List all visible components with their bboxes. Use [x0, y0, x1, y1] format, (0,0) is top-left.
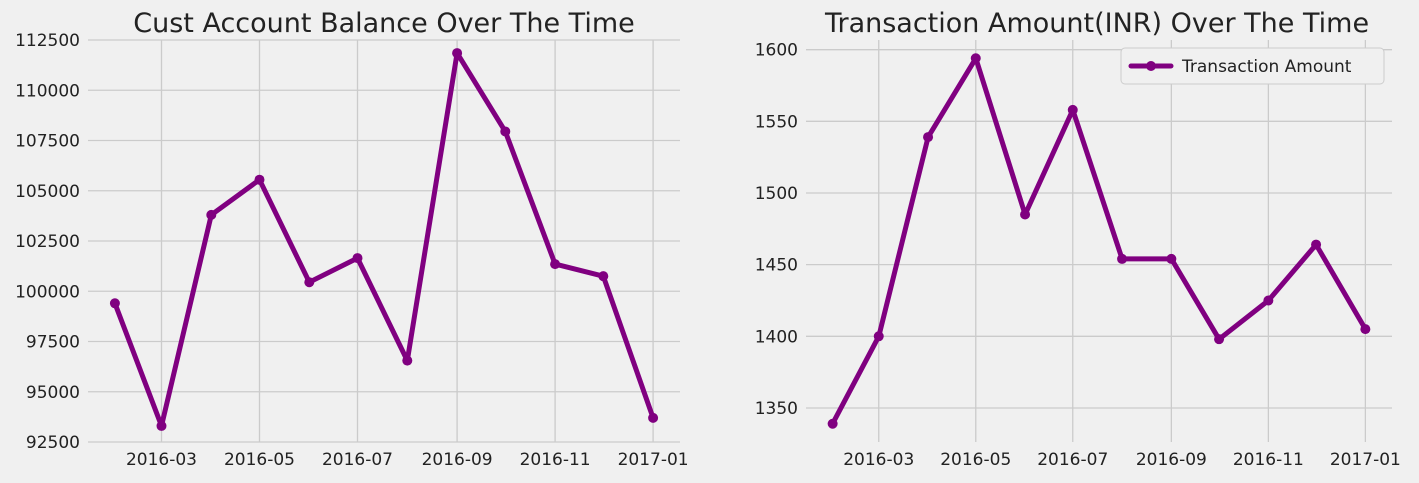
data-point [352, 253, 363, 264]
chart-transaction-amount: Transaction Amount(INR) Over The Time 13… [755, 8, 1401, 470]
x-tick-label: 2016-11 [1233, 450, 1304, 470]
series-line [112, 50, 656, 429]
y-tick-label: 102500 [15, 232, 80, 252]
legend: Transaction Amount [1120, 47, 1385, 85]
data-point [109, 298, 120, 309]
data-point [500, 126, 511, 137]
x-tick-label: 2016-07 [1037, 450, 1108, 470]
data-point [156, 420, 167, 431]
data-point [873, 331, 884, 342]
data-point [923, 132, 934, 143]
chart-title: Cust Account Balance Over The Time [133, 8, 634, 39]
x-tick-label: 2017-01 [1330, 450, 1401, 470]
x-tick-label: 2016-09 [1136, 450, 1207, 470]
y-tick-label: 112500 [15, 31, 80, 51]
grid [88, 39, 680, 443]
data-point [1117, 253, 1128, 264]
y-tick-label: 1550 [755, 112, 798, 132]
series-line [830, 55, 1368, 427]
x-tick-label: 2016-05 [940, 450, 1011, 470]
x-tick-label: 2016-03 [126, 450, 197, 470]
data-point [1166, 253, 1177, 264]
data-point [1020, 209, 1031, 220]
grid [806, 40, 1392, 442]
data-point [648, 412, 659, 423]
y-tick-label: 1500 [755, 184, 798, 204]
data-point [1067, 104, 1078, 115]
chart-cust-account-balance: Cust Account Balance Over The Time 92500… [15, 8, 689, 470]
data-point [827, 418, 838, 429]
x-tick-label: 2016-09 [422, 450, 493, 470]
chart-title: Transaction Amount(INR) Over The Time [824, 8, 1369, 39]
data-point [1360, 324, 1371, 335]
y-tick-label: 1400 [755, 327, 798, 347]
data-point [1214, 334, 1225, 345]
data-point [550, 259, 561, 270]
data-point [402, 355, 413, 366]
x-tick-label: 2016-11 [520, 450, 591, 470]
x-tick-label: 2016-05 [224, 450, 295, 470]
y-tick-label: 1450 [755, 256, 798, 276]
data-point [304, 277, 315, 288]
data-point [970, 53, 981, 64]
y-tick-label: 110000 [15, 81, 80, 101]
x-tick-label: 2016-07 [322, 450, 393, 470]
legend-label: Transaction Amount [1181, 57, 1352, 77]
y-tick-label: 1600 [755, 41, 798, 61]
x-tick-label: 2016-03 [843, 450, 914, 470]
y-tick-label: 92500 [26, 433, 80, 453]
y-tick-label: 95000 [26, 383, 80, 403]
data-point [452, 48, 463, 59]
data-point [254, 174, 265, 185]
legend-marker [1146, 61, 1156, 71]
data-point [598, 271, 609, 282]
y-tick-label: 1350 [755, 399, 798, 419]
y-tick-label: 100000 [15, 282, 80, 302]
x-tick-label: 2017-01 [618, 450, 689, 470]
y-tick-label: 105000 [15, 182, 80, 202]
y-tick-label: 97500 [26, 333, 80, 353]
data-point [1311, 239, 1322, 250]
data-point [206, 209, 217, 220]
y-tick-label: 107500 [15, 132, 80, 152]
legend-box [1120, 47, 1385, 85]
data-point [1263, 295, 1274, 306]
